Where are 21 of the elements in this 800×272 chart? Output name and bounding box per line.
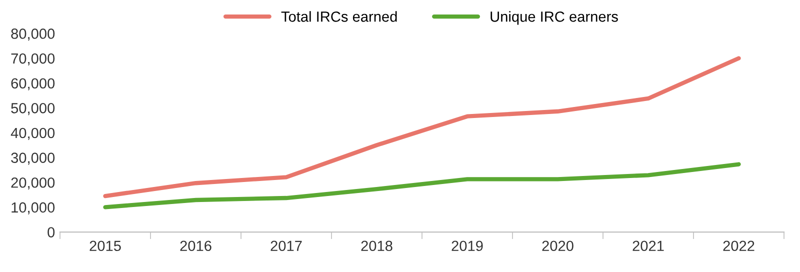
y-tick-label: 40,000: [10, 128, 55, 140]
x-tick-label: 2015: [90, 240, 121, 252]
y-tick-label: 60,000: [11, 78, 55, 90]
x-tick-label: 2020: [542, 240, 574, 252]
y-tick-label: 70,000: [11, 53, 55, 66]
y-tick-label: 10,000: [12, 202, 55, 214]
legend-label: Total IRCs earned: [281, 11, 397, 22]
legend-label: Unique IRC earners: [490, 11, 618, 25]
x-tick-label: 2017: [270, 240, 302, 252]
y-tick-label: 80,000: [11, 28, 55, 41]
y-tick-label: 0: [48, 227, 55, 238]
y-tick-label: 30,000: [11, 152, 55, 165]
y-tick-label: 50,000: [11, 103, 55, 116]
line-series: [103, 162, 741, 210]
x-tick-label: 2019: [452, 240, 483, 252]
x-tick-label: 2022: [723, 240, 754, 252]
x-tick-label: 2016: [180, 240, 212, 252]
x-tick-label: 2018: [361, 240, 392, 252]
x-tick-label: 2021: [632, 240, 664, 252]
y-tick-label: 20,000: [11, 177, 55, 190]
line-series: [103, 56, 741, 198]
